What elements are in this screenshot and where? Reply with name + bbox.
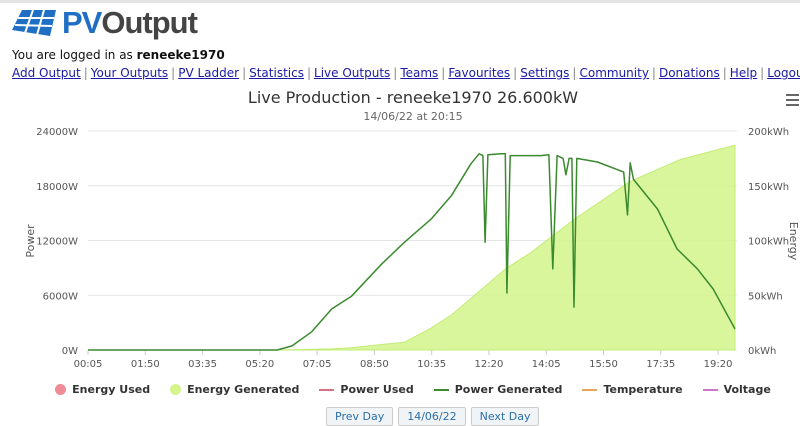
logo-output: Output: [101, 5, 198, 40]
prev-day-button[interactable]: Prev Day: [326, 407, 394, 426]
chart-subtitle: 14/06/22 at 20:15: [363, 110, 463, 123]
y2-tick-label: 200kWh: [748, 127, 789, 138]
x-tick-label: 14:05: [532, 359, 561, 370]
legend-label: Energy Generated: [187, 383, 300, 396]
username: reneeke1970: [136, 48, 225, 62]
x-tick-label: 15:50: [589, 359, 618, 370]
nav-link-donations[interactable]: Donations: [658, 66, 720, 80]
x-tick-label: 08:50: [360, 359, 389, 370]
x-tick-label: 17:35: [646, 359, 675, 370]
day-navigation: Prev Day 14/06/22 Next Day: [326, 407, 540, 426]
legend-label: Power Used: [340, 383, 414, 396]
power-generated-line: [88, 153, 736, 351]
legend-item-energy-generated[interactable]: Energy Generated: [170, 383, 299, 396]
nav-separator: |: [651, 66, 656, 80]
legend-item-power-used[interactable]: Power Used: [319, 383, 414, 396]
y-tick-label: 6000W: [43, 291, 78, 302]
nav-separator: |: [572, 66, 577, 80]
x-tick-label: 07:05: [303, 359, 332, 370]
legend-line-icon: [582, 388, 598, 391]
legend-label: Power Generated: [454, 383, 563, 396]
y2-tick-label: 100kWh: [748, 237, 789, 248]
nav-link-add-output[interactable]: Add Output: [12, 66, 81, 80]
chart-legend: Energy Used Energy Generated Power Used Pow…: [0, 383, 800, 396]
legend-item-temperature[interactable]: Temperature: [582, 383, 683, 396]
y2-axis-label: Energy: [787, 222, 800, 261]
legend-label: Voltage: [723, 383, 771, 396]
legend-line-icon: [702, 388, 718, 391]
nav-separator: |: [722, 66, 727, 80]
legend-item-energy-used[interactable]: Energy Used: [55, 383, 150, 396]
x-tick-label: 10:35: [417, 359, 446, 370]
nav-separator: |: [171, 66, 176, 80]
nav-link-favourites[interactable]: Favourites: [448, 66, 511, 80]
main-nav: Add Output | Your Outputs | PV Ladder | Statis…: [12, 66, 800, 80]
nav-link-help[interactable]: Help: [729, 66, 758, 80]
nav-link-live-outputs[interactable]: Live Outputs: [314, 66, 391, 80]
nav-link-community[interactable]: Community: [579, 66, 649, 80]
x-tick-label: 03:35: [188, 359, 217, 370]
y-tick-label: 12000W: [36, 237, 78, 248]
next-day-button[interactable]: Next Day: [470, 407, 540, 426]
logo-pv: PV: [62, 5, 102, 40]
legend-item-voltage[interactable]: Voltage: [702, 383, 771, 396]
y-axis-label: Power: [24, 224, 37, 258]
x-tick-label: 00:05: [74, 359, 103, 370]
nav-link-settings[interactable]: Settings: [520, 66, 570, 80]
legend-item-power-generated[interactable]: Power Generated: [433, 383, 563, 396]
nav-separator: |: [242, 66, 247, 80]
nav-separator: |: [393, 66, 398, 80]
nav-link-logout[interactable]: Logout: [767, 66, 800, 80]
nav-separator: |: [441, 66, 446, 80]
login-prefix: You are logged in as: [12, 48, 137, 62]
y-tick-label: 18000W: [36, 182, 78, 193]
nav-link-your-outputs[interactable]: Your Outputs: [90, 66, 169, 80]
y2-tick-label: 0kWh: [748, 346, 776, 357]
x-tick-label: 19:20: [704, 359, 733, 370]
legend-dot-icon: [55, 384, 67, 395]
energy-generated-area: [88, 144, 736, 351]
solar-panel-icon: [12, 9, 56, 36]
legend-label: Temperature: [603, 383, 683, 396]
nav-link-pv-ladder[interactable]: PV Ladder: [178, 66, 240, 80]
y2-tick-label: 50kWh: [748, 291, 783, 302]
nav-separator: |: [513, 66, 518, 80]
nav-separator: |: [306, 66, 312, 80]
y-tick-label: 24000W: [36, 127, 78, 138]
x-tick-label: 01:50: [131, 359, 160, 370]
x-tick-label: 05:20: [245, 359, 274, 370]
y2-tick-label: 150kWh: [748, 182, 789, 193]
hamburger-menu-icon[interactable]: [786, 94, 799, 109]
pvoutput-logo[interactable]: PVOutput: [12, 5, 198, 40]
chart-title: Live Production - reneeke1970 26.600kW: [247, 88, 579, 107]
legend-line-icon: [319, 388, 335, 391]
legend-dot-icon: [170, 384, 182, 395]
date-button[interactable]: 14/06/22: [398, 407, 466, 426]
live-production-chart: 0W 0kWh 6000W 50kWh 12000W 100kWh 18000W 150kWh…: [24, 127, 800, 370]
legend-line-icon: [433, 388, 449, 391]
nav-link-teams[interactable]: Teams: [400, 66, 439, 80]
login-status: You are logged in as reneeke1970: [12, 48, 225, 62]
nav-separator: |: [760, 66, 765, 80]
x-tick-label: 12:20: [475, 359, 504, 370]
top-border: [0, 0, 800, 3]
nav-separator: |: [83, 66, 88, 80]
legend-label: Energy Used: [72, 383, 151, 396]
y-tick-label: 0W: [62, 346, 78, 357]
nav-link-statistics[interactable]: Statistics: [249, 66, 304, 80]
